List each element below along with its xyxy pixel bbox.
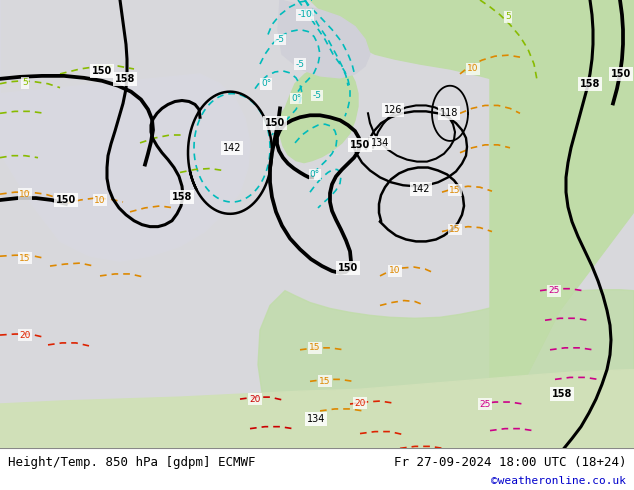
Text: 150: 150 — [265, 118, 285, 128]
Text: 134: 134 — [371, 138, 389, 148]
Polygon shape — [0, 369, 634, 448]
Text: 158: 158 — [552, 389, 573, 399]
Text: Height/Temp. 850 hPa [gdpm] ECMWF: Height/Temp. 850 hPa [gdpm] ECMWF — [8, 456, 256, 469]
Text: 5: 5 — [22, 78, 28, 87]
Text: 150: 150 — [56, 195, 76, 205]
Text: Fr 27-09-2024 18:00 UTC (18+24): Fr 27-09-2024 18:00 UTC (18+24) — [394, 456, 626, 469]
Polygon shape — [250, 32, 308, 89]
Text: 15: 15 — [19, 254, 31, 263]
Polygon shape — [0, 0, 250, 261]
Text: -5: -5 — [313, 91, 321, 100]
Text: -5: -5 — [276, 35, 285, 44]
Text: 150: 150 — [92, 66, 112, 76]
Text: -10: -10 — [297, 10, 313, 19]
Text: 25: 25 — [548, 286, 560, 295]
Polygon shape — [280, 66, 399, 320]
Text: 15: 15 — [450, 225, 461, 234]
Text: 158: 158 — [580, 79, 600, 89]
Text: 10: 10 — [467, 65, 479, 74]
Text: -5: -5 — [295, 60, 304, 69]
Text: ©weatheronline.co.uk: ©weatheronline.co.uk — [491, 476, 626, 486]
Text: 142: 142 — [223, 143, 242, 153]
Polygon shape — [0, 0, 634, 448]
Text: 10: 10 — [389, 267, 401, 275]
Polygon shape — [278, 64, 358, 163]
Text: 20: 20 — [19, 331, 30, 340]
Text: 158: 158 — [115, 74, 135, 84]
Text: 15: 15 — [450, 186, 461, 195]
Text: 150: 150 — [338, 263, 358, 273]
Polygon shape — [515, 0, 634, 448]
Text: 20: 20 — [354, 398, 366, 408]
Text: 0°: 0° — [310, 170, 320, 179]
Text: 158: 158 — [172, 192, 192, 202]
Polygon shape — [317, 0, 634, 232]
Text: 25: 25 — [479, 399, 491, 409]
Text: 0°: 0° — [261, 79, 271, 88]
Polygon shape — [278, 0, 370, 78]
Text: 150: 150 — [611, 69, 631, 79]
Polygon shape — [490, 0, 634, 448]
Text: 20: 20 — [249, 394, 261, 404]
Polygon shape — [310, 0, 634, 133]
Text: 10: 10 — [19, 190, 31, 198]
Polygon shape — [258, 290, 634, 448]
Text: 0°: 0° — [291, 94, 301, 103]
Text: 134: 134 — [307, 414, 325, 424]
Text: 126: 126 — [384, 105, 402, 115]
Text: 142: 142 — [411, 184, 430, 194]
Text: 10: 10 — [94, 196, 106, 204]
Text: 15: 15 — [309, 343, 321, 352]
Polygon shape — [230, 39, 260, 68]
Text: 150: 150 — [350, 140, 370, 150]
Text: 5: 5 — [505, 12, 511, 21]
Text: 118: 118 — [440, 108, 458, 118]
Text: 15: 15 — [320, 377, 331, 386]
